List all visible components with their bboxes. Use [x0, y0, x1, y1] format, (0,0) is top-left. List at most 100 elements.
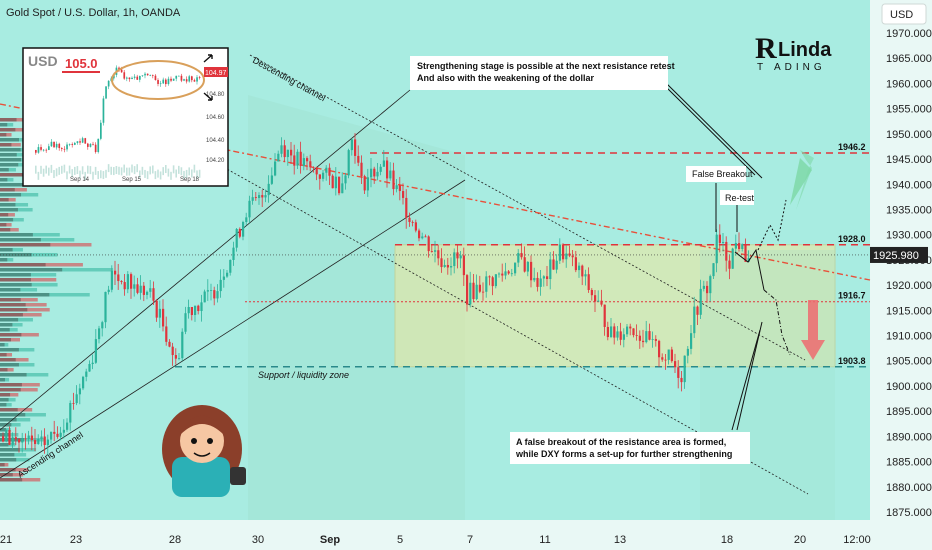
candle-body [539, 278, 542, 287]
volume-profile-bar-dark [0, 378, 6, 382]
inset-volume-bar [42, 168, 45, 177]
time-axis-panel[interactable] [0, 520, 870, 550]
inset-candle-body [165, 79, 167, 85]
candle-body [597, 300, 600, 302]
currency-badge[interactable] [881, 3, 927, 25]
price-tick-label: 1910.000 [886, 331, 932, 343]
candle-body [370, 168, 373, 178]
candle-body [46, 439, 49, 446]
candle-body [350, 139, 353, 151]
candle-body [504, 271, 507, 276]
candle-body [328, 167, 331, 176]
volume-profile-bar-dark [0, 288, 21, 292]
projection-down-path [763, 289, 791, 356]
price-tick-label: 1970.000 [886, 28, 932, 40]
inset-ytick-1: 104.80 [206, 92, 225, 98]
candle-body [603, 304, 606, 327]
candle-body [219, 279, 222, 292]
inset-volume-bar [185, 169, 188, 178]
candle-body [424, 236, 427, 238]
candle-body [43, 436, 46, 446]
candle-body [523, 257, 526, 272]
candle-body [242, 221, 245, 237]
candle-body [402, 191, 405, 198]
volume-profile-bar-dark [0, 398, 9, 402]
inset-volume-bar [74, 166, 76, 175]
candle-body [21, 438, 24, 443]
inset-candle-body [74, 142, 76, 145]
inset-volume-bar [61, 165, 63, 174]
candle-body [98, 328, 101, 340]
candle-body [312, 167, 315, 169]
inset-volume-bar [139, 170, 141, 179]
candle-body [258, 195, 261, 199]
candle-body [606, 326, 609, 338]
inset-volume-bar [180, 167, 183, 176]
inset-candles [35, 65, 201, 180]
candle-body [386, 160, 389, 179]
inset-volume-bar [94, 166, 97, 175]
volume-profile-bar [0, 133, 12, 137]
candle-body [638, 335, 641, 341]
candle-body [286, 149, 289, 158]
note-bottom-line-2: while DXY forms a set-up for further str… [515, 449, 732, 459]
candle-body [190, 306, 193, 316]
candle-body [453, 252, 456, 267]
volume-profile-bar-dark [0, 328, 10, 332]
volume-profile-bar [0, 338, 21, 342]
inset-candle-body [167, 78, 170, 85]
inset-volume-bar [126, 167, 128, 176]
candle-body [494, 274, 497, 287]
candle-body [421, 236, 424, 239]
inset-arrow-up-icon [203, 54, 213, 63]
inset-volume-bar [50, 164, 53, 173]
volume-profile-bar [0, 473, 24, 477]
volume-profile-bar [0, 118, 31, 122]
candle-body [18, 439, 21, 443]
volume-profile-bar [0, 123, 14, 127]
candle-body [706, 285, 709, 294]
candle-body [411, 221, 414, 223]
volume-profile-bar [0, 238, 75, 242]
candles [2, 133, 750, 455]
candle-body [53, 431, 56, 434]
logo-t: T [757, 62, 763, 73]
candle-body [254, 197, 257, 199]
candle-body [146, 291, 149, 295]
volume-profile-bar [0, 368, 14, 372]
volume-profile-bar [0, 358, 29, 362]
time-tick-label: 21 [0, 534, 12, 546]
volume-profile-bar [0, 323, 23, 327]
volume-profile-bar [0, 228, 19, 232]
volume-profile-bar [0, 193, 39, 197]
volume-profile-bar [0, 268, 114, 272]
symbol-title: Gold Spot / U.S. Dollar, 1h, OANDA [6, 7, 181, 19]
projection-up-path [757, 199, 787, 251]
inset-candle-body [191, 76, 193, 81]
inset-ytick-4: 104.20 [206, 158, 225, 164]
price-axis-panel[interactable] [870, 0, 932, 550]
volume-profile-bar-dark [0, 143, 12, 147]
candle-body [216, 291, 219, 299]
volume-profile-bar-dark [0, 323, 13, 327]
volume-profile-bar [0, 478, 41, 482]
price-tick-label: 1950.000 [886, 129, 932, 141]
candle-body [200, 302, 203, 312]
inset-candle-body [42, 149, 45, 151]
candle-body [498, 273, 501, 275]
volume-profile-bar [0, 168, 16, 172]
candle-body [245, 217, 248, 222]
volume-profile-bar [0, 388, 38, 392]
inset-volume-bar [188, 167, 190, 176]
retest-label: Re-test [725, 193, 755, 203]
inset-volume-bar [105, 169, 107, 178]
inset-volume-bar [55, 168, 58, 177]
candle-body [117, 274, 120, 282]
volume-profile-bar-dark [0, 128, 16, 132]
candle-body [232, 247, 235, 260]
price-tick-label: 1945.000 [886, 154, 932, 166]
candle-body [590, 290, 593, 296]
volume-profile-bar-dark [0, 363, 19, 367]
volume-profile-bar-dark [0, 248, 13, 252]
